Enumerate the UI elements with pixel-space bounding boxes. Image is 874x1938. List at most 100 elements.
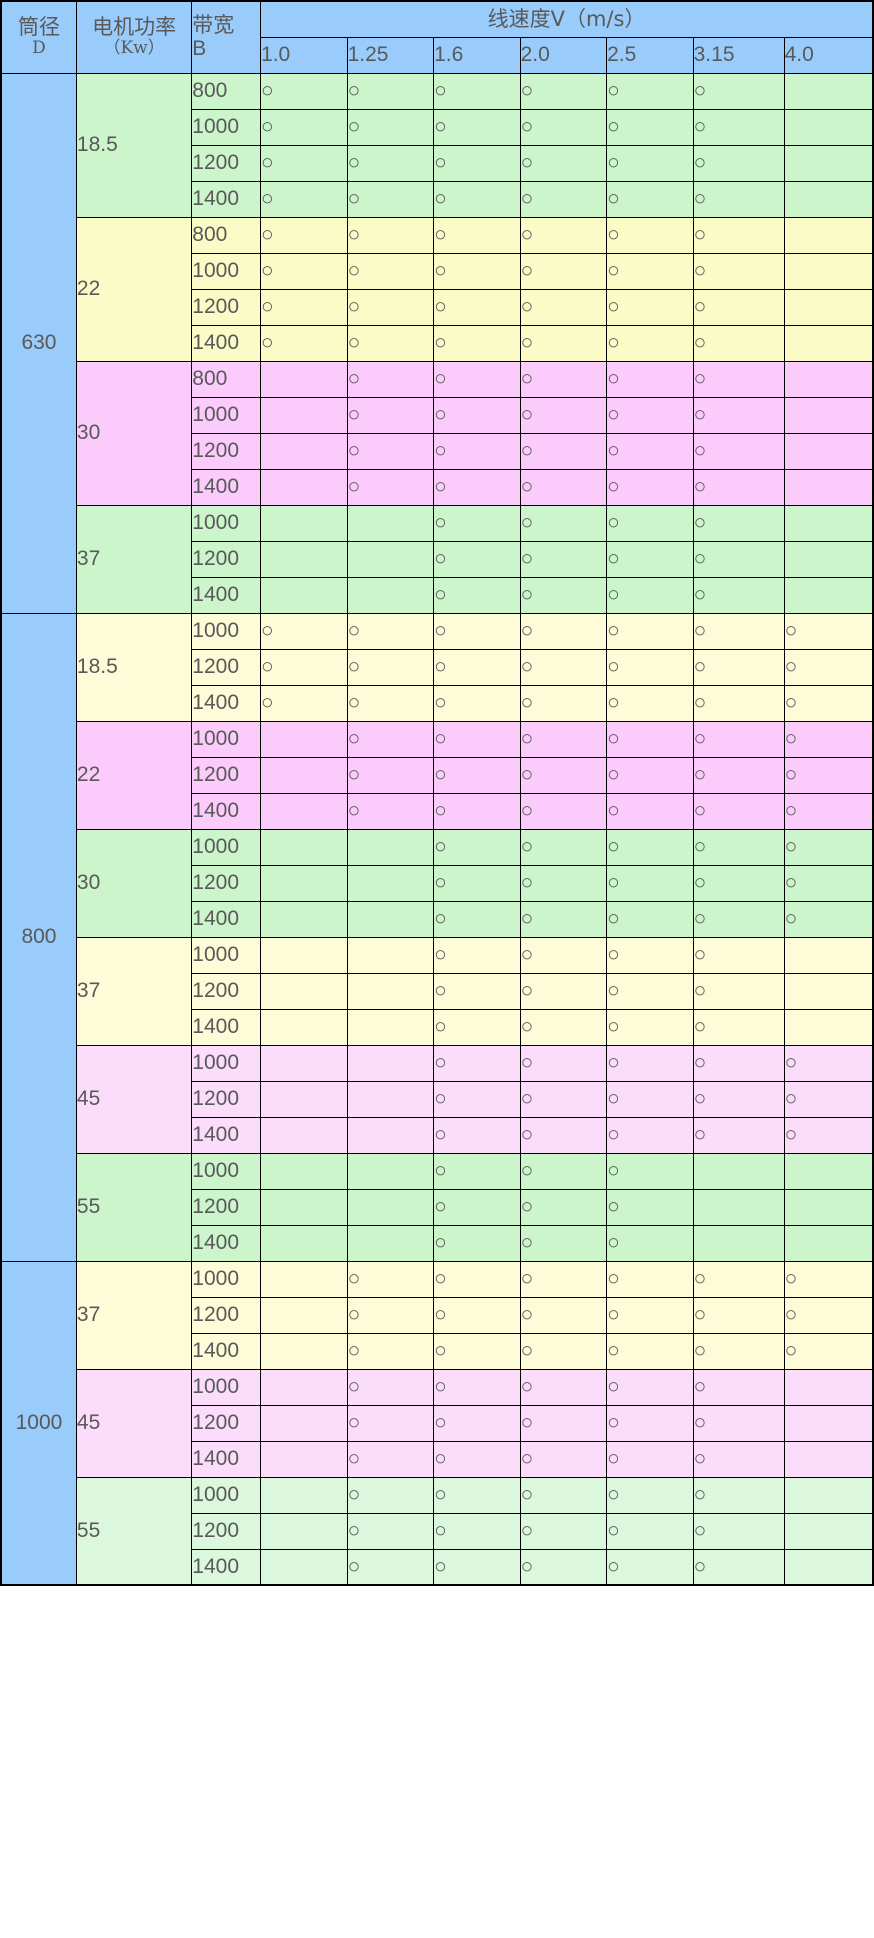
belt-width-cell: 800 — [191, 72, 262, 110]
mark-cell-checked: ○ — [692, 720, 785, 758]
belt-width-cell: 1400 — [191, 324, 262, 362]
mark-cell-checked: ○ — [519, 1512, 608, 1550]
mark-cell-empty — [260, 1440, 348, 1478]
mark-cell-empty — [783, 432, 874, 470]
belt-width-cell: 1000 — [191, 612, 262, 650]
mark-cell-checked: ○ — [606, 360, 694, 398]
table-body: 630 18.5 800 ○ ○ ○ ○ ○ ○ 1000 ○ ○ ○ ○ ○ ○ 1200 ○ ○ ○ ○ ○ ○ 1400… — [0, 72, 874, 1586]
header-power-sub: （Kw） — [103, 38, 165, 59]
mark-cell-empty — [260, 1224, 348, 1262]
mark-cell-checked: ○ — [433, 1260, 521, 1298]
table-row: 45 1000 ○ ○ ○ ○ ○ — [1, 1368, 874, 1478]
mark-cell-checked: ○ — [433, 252, 521, 290]
header-diameter: 筒径 D — [0, 0, 77, 74]
mark-cell-checked: ○ — [606, 1044, 694, 1082]
mark-cell-checked: ○ — [519, 252, 608, 290]
mark-cell-checked: ○ — [692, 972, 785, 1010]
mark-cell-checked: ○ — [692, 1044, 785, 1082]
mark-cell-checked: ○ — [692, 324, 785, 362]
mark-cell-empty — [260, 1476, 348, 1514]
power-cell: 45 — [75, 1044, 193, 1154]
mark-cell-empty — [260, 1008, 348, 1046]
mark-cell-empty — [783, 1440, 874, 1478]
mark-cell-empty — [783, 1368, 874, 1406]
mark-cell-checked: ○ — [433, 864, 521, 902]
mark-cell-checked: ○ — [783, 1044, 874, 1082]
mark-cell-checked: ○ — [692, 1260, 785, 1298]
mark-cell-checked: ○ — [433, 1548, 521, 1586]
mark-cell-empty — [346, 864, 435, 902]
mark-cell-checked: ○ — [433, 72, 521, 110]
mark-cell-checked: ○ — [606, 1224, 694, 1262]
mark-cell-empty — [260, 1368, 348, 1406]
mark-cell-checked: ○ — [519, 1368, 608, 1406]
mark-cell-checked: ○ — [260, 252, 348, 290]
mark-cell-checked: ○ — [346, 1296, 435, 1334]
mark-cell-checked: ○ — [433, 1224, 521, 1262]
mark-cell-checked: ○ — [606, 144, 694, 182]
header-row-top: 筒径 D 电机功率 （Kw） 带宽 B 线速度V（m/s） — [0, 0, 874, 74]
mark-cell-checked: ○ — [260, 684, 348, 722]
mark-cell-checked: ○ — [606, 1440, 694, 1478]
belt-width-cell: 1000 — [191, 396, 262, 434]
mark-cell-checked: ○ — [433, 576, 521, 614]
mark-cell-checked: ○ — [260, 288, 348, 326]
mark-cell-checked: ○ — [433, 1008, 521, 1046]
table-row: 1000 ○ ○ ○ ○ ○ — [1, 396, 874, 434]
mark-cell-checked: ○ — [783, 828, 874, 866]
mark-cell-checked: ○ — [692, 648, 785, 686]
mark-cell-empty — [260, 792, 348, 830]
mark-cell-checked: ○ — [606, 1260, 694, 1298]
mark-cell-checked: ○ — [783, 756, 874, 794]
mark-cell-checked: ○ — [346, 1260, 435, 1298]
mark-cell-checked: ○ — [519, 1080, 608, 1118]
mark-cell-checked: ○ — [433, 1404, 521, 1442]
header-speed-group: 线速度V（m/s） — [260, 0, 874, 38]
mark-cell-checked: ○ — [433, 972, 521, 1010]
mark-cell-checked: ○ — [260, 324, 348, 362]
mark-cell-empty — [783, 252, 874, 290]
mark-cell-empty — [783, 1008, 874, 1046]
mark-cell-checked: ○ — [519, 756, 608, 794]
mark-cell-checked: ○ — [346, 324, 435, 362]
mark-cell-checked: ○ — [692, 468, 785, 506]
mark-cell-checked: ○ — [519, 180, 608, 218]
mark-cell-empty — [260, 756, 348, 794]
mark-cell-checked: ○ — [260, 216, 348, 254]
belt-width-cell: 1200 — [191, 972, 262, 1010]
mark-cell-empty — [783, 72, 874, 110]
mark-cell-empty — [260, 396, 348, 434]
belt-width-cell: 1200 — [191, 648, 262, 686]
mark-cell-checked: ○ — [433, 1440, 521, 1478]
mark-cell-checked: ○ — [433, 1188, 521, 1226]
table-row: 1400 ○ ○ ○ ○ ○ — [1, 1116, 874, 1154]
power-cell: 37 — [75, 504, 193, 614]
belt-width-cell: 1200 — [191, 540, 262, 578]
power-cell: 30 — [75, 828, 193, 938]
belt-width-cell: 1000 — [191, 1260, 262, 1298]
belt-width-cell: 1400 — [191, 1332, 262, 1370]
mark-cell-checked: ○ — [519, 216, 608, 254]
header-speed-7: 4.0 — [783, 36, 874, 74]
mark-cell-checked: ○ — [519, 144, 608, 182]
mark-cell-checked: ○ — [346, 612, 435, 650]
mark-cell-checked: ○ — [519, 72, 608, 110]
table-row: 800 18.5 1000 ○ ○ ○ ○ ○ ○ ○ — [0, 612, 874, 1262]
mark-cell-checked: ○ — [606, 252, 694, 290]
mark-cell-checked: ○ — [606, 540, 694, 578]
table-row: 37 1000 ○ ○ ○ ○ — [1, 936, 874, 1046]
mark-cell-checked: ○ — [606, 1296, 694, 1334]
mark-cell-checked: ○ — [433, 900, 521, 938]
diameter-cell: 1000 — [0, 1260, 77, 1586]
mark-cell-checked: ○ — [433, 180, 521, 218]
mark-cell-checked: ○ — [260, 612, 348, 650]
mark-cell-checked: ○ — [606, 504, 694, 542]
mark-cell-checked: ○ — [519, 972, 608, 1010]
mark-cell-empty — [783, 108, 874, 146]
mark-cell-checked: ○ — [783, 1080, 874, 1118]
mark-cell-checked: ○ — [346, 1404, 435, 1442]
header-speed-2: 1.25 — [346, 36, 435, 74]
mark-cell-checked: ○ — [346, 468, 435, 506]
table-row: 1200 ○ ○ ○ ○ ○ ○ — [1, 144, 874, 182]
mark-cell-empty — [692, 1188, 785, 1226]
